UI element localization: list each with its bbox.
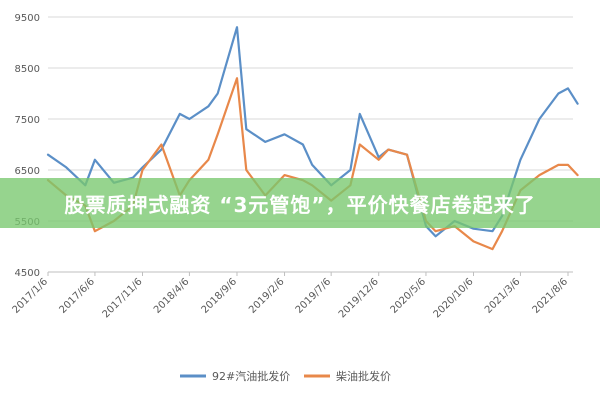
x-tick-label: 2019/12/6	[337, 276, 381, 320]
x-tick-label: 2019/7/6	[294, 276, 334, 316]
legend: 92#汽油批发价 柴油批发价	[180, 369, 391, 383]
y-tick-label: 6500	[15, 166, 40, 177]
x-tick-label: 2021/3/6	[483, 276, 523, 316]
x-tick-label: 2017/11/6	[101, 276, 145, 320]
headline-banner[interactable]: 股票质押式融资 “3元管饱”，平价快餐店卷起来了	[0, 178, 600, 228]
x-tick-label: 2018/4/6	[152, 276, 192, 316]
x-tick-label: 2017/1/6	[11, 276, 51, 316]
x-tick-label: 2020/5/6	[389, 276, 429, 316]
x-tick-label: 2019/2/6	[247, 276, 287, 316]
x-tick-label: 2017/6/6	[58, 276, 98, 316]
y-tick-label: 4500	[15, 268, 40, 279]
x-tick-label: 2018/9/6	[200, 276, 240, 316]
x-tick-label: 2021/8/6	[531, 276, 571, 316]
headline-text[interactable]: 股票质押式融资 “3元管饱”，平价快餐店卷起来了	[64, 192, 536, 217]
y-tick-label: 9500	[15, 13, 40, 24]
y-tick-label: 7500	[15, 115, 40, 126]
y-tick-label: 8500	[15, 64, 40, 75]
legend-label-1: 92#汽油批发价	[212, 369, 290, 383]
x-tick-label: 2020/10/6	[432, 276, 476, 320]
y-axis-ticks: 450055006500750085009500	[15, 13, 40, 279]
x-axis: 2017/1/6 2017/6/6 2017/11/6 2018/4/6 2018/9/…	[11, 271, 573, 320]
gridlines	[48, 16, 573, 273]
legend-label-2: 柴油批发价	[336, 369, 391, 383]
